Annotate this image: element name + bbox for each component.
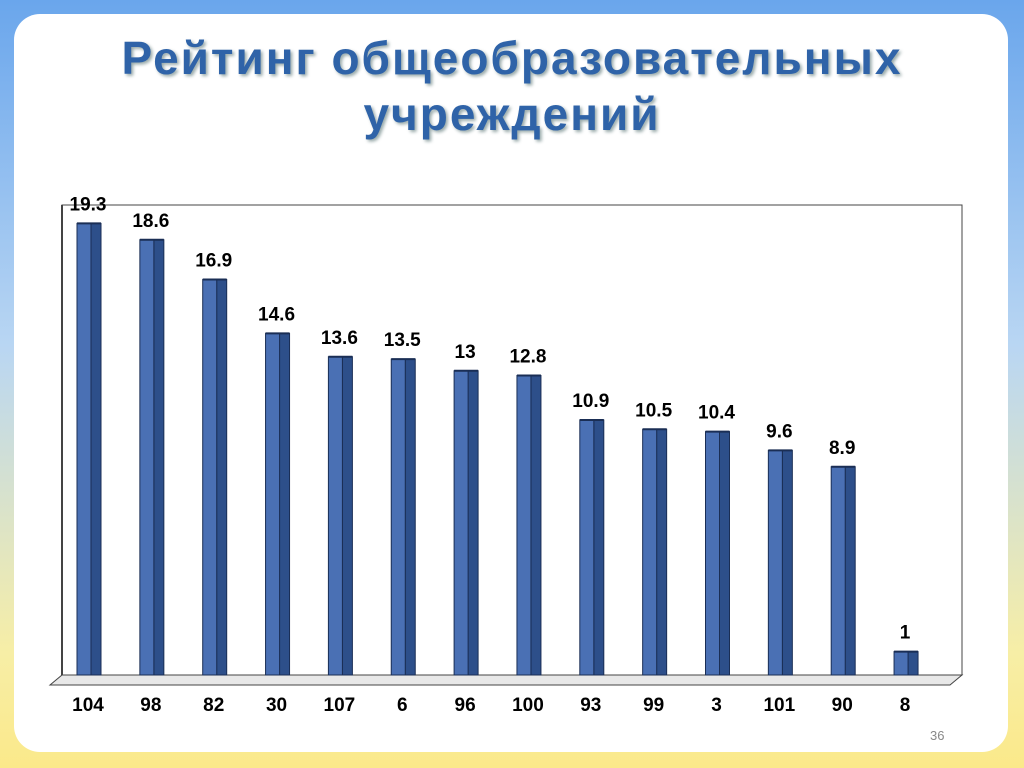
value-label: 10.5 — [635, 400, 672, 421]
bar-side — [719, 431, 730, 676]
bar — [327, 356, 343, 676]
value-label: 12.8 — [509, 346, 546, 367]
bar-side — [844, 466, 856, 676]
x-tick-label: 104 — [72, 695, 104, 716]
bar — [265, 332, 281, 676]
x-tick-label: 8 — [900, 695, 911, 716]
x-tick-label: 30 — [266, 695, 287, 716]
value-label: 14.6 — [258, 304, 295, 325]
bar — [705, 431, 720, 676]
bar — [579, 419, 595, 676]
value-label: 1 — [900, 623, 911, 644]
value-label: 13.5 — [384, 330, 421, 351]
bar-side — [404, 358, 416, 676]
value-label: 9.6 — [766, 421, 792, 442]
x-tick-label: 101 — [763, 695, 795, 716]
bar — [642, 428, 658, 676]
bar-side — [341, 356, 353, 676]
bar-side — [530, 374, 542, 676]
value-label: 10.9 — [572, 391, 609, 412]
x-tick-label: 98 — [140, 695, 161, 716]
value-label: 13.6 — [321, 328, 358, 349]
bar-side — [153, 239, 165, 676]
bar — [830, 466, 846, 676]
floor — [48, 674, 964, 686]
value-label: 19.3 — [70, 194, 107, 215]
bar — [767, 449, 783, 676]
bar-side — [467, 370, 479, 676]
x-tick-label: 96 — [455, 695, 476, 716]
x-tick-label: 3 — [711, 695, 722, 716]
bar-side — [90, 222, 102, 676]
value-label: 10.4 — [698, 403, 735, 424]
bar-side — [279, 332, 291, 676]
chart-title: Рейтинг общеобразовательных учреждений — [121, 32, 903, 140]
bar — [893, 651, 909, 676]
x-tick-label: 99 — [643, 695, 664, 716]
bar-side — [593, 419, 605, 676]
bar — [76, 222, 92, 676]
x-tick-label: 6 — [397, 695, 408, 716]
slide-number: 36 — [930, 728, 945, 743]
x-tick-label: 100 — [512, 695, 544, 716]
bar — [202, 279, 218, 676]
x-tick-label: 82 — [203, 695, 224, 716]
value-label: 16.9 — [195, 251, 232, 272]
x-tick-label: 107 — [324, 695, 356, 716]
bar-side — [656, 428, 668, 676]
bar-side — [216, 279, 228, 676]
value-label: 18.6 — [132, 211, 169, 232]
bar-side — [781, 449, 793, 676]
x-tick-label: 90 — [832, 695, 853, 716]
plot-frame — [61, 204, 963, 676]
value-label: 13 — [455, 342, 476, 363]
x-tick-label: 93 — [580, 695, 601, 716]
bar — [516, 374, 532, 676]
bar-side — [907, 651, 919, 676]
bar — [390, 358, 406, 676]
bar — [139, 239, 155, 676]
bar — [453, 370, 469, 676]
value-label: 8.9 — [829, 438, 855, 459]
